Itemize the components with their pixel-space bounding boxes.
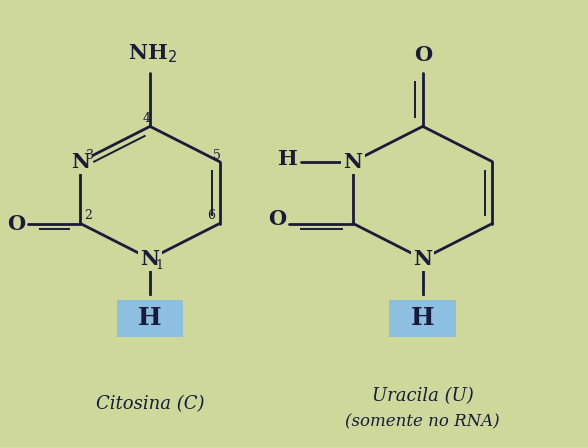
- Text: 3: 3: [86, 148, 93, 161]
- Text: H: H: [138, 306, 162, 330]
- Text: N: N: [413, 249, 432, 269]
- Text: 5: 5: [213, 148, 220, 161]
- Text: 2: 2: [85, 209, 92, 222]
- Text: H: H: [278, 149, 298, 169]
- Text: O: O: [7, 214, 25, 233]
- FancyBboxPatch shape: [116, 299, 183, 337]
- Text: Uracila (U): Uracila (U): [372, 387, 473, 405]
- Text: 6: 6: [208, 209, 216, 222]
- Text: 4: 4: [143, 112, 151, 125]
- Text: N: N: [141, 249, 159, 269]
- Text: O: O: [268, 209, 286, 229]
- Text: (somente no RNA): (somente no RNA): [345, 413, 500, 430]
- Text: NH$_2$: NH$_2$: [128, 42, 178, 64]
- FancyBboxPatch shape: [389, 299, 456, 337]
- Text: O: O: [414, 45, 432, 64]
- Text: H: H: [411, 306, 435, 330]
- Text: 1: 1: [155, 259, 163, 272]
- Text: Citosina (C): Citosina (C): [96, 396, 204, 413]
- Text: N: N: [343, 152, 363, 172]
- Text: N: N: [71, 152, 90, 172]
